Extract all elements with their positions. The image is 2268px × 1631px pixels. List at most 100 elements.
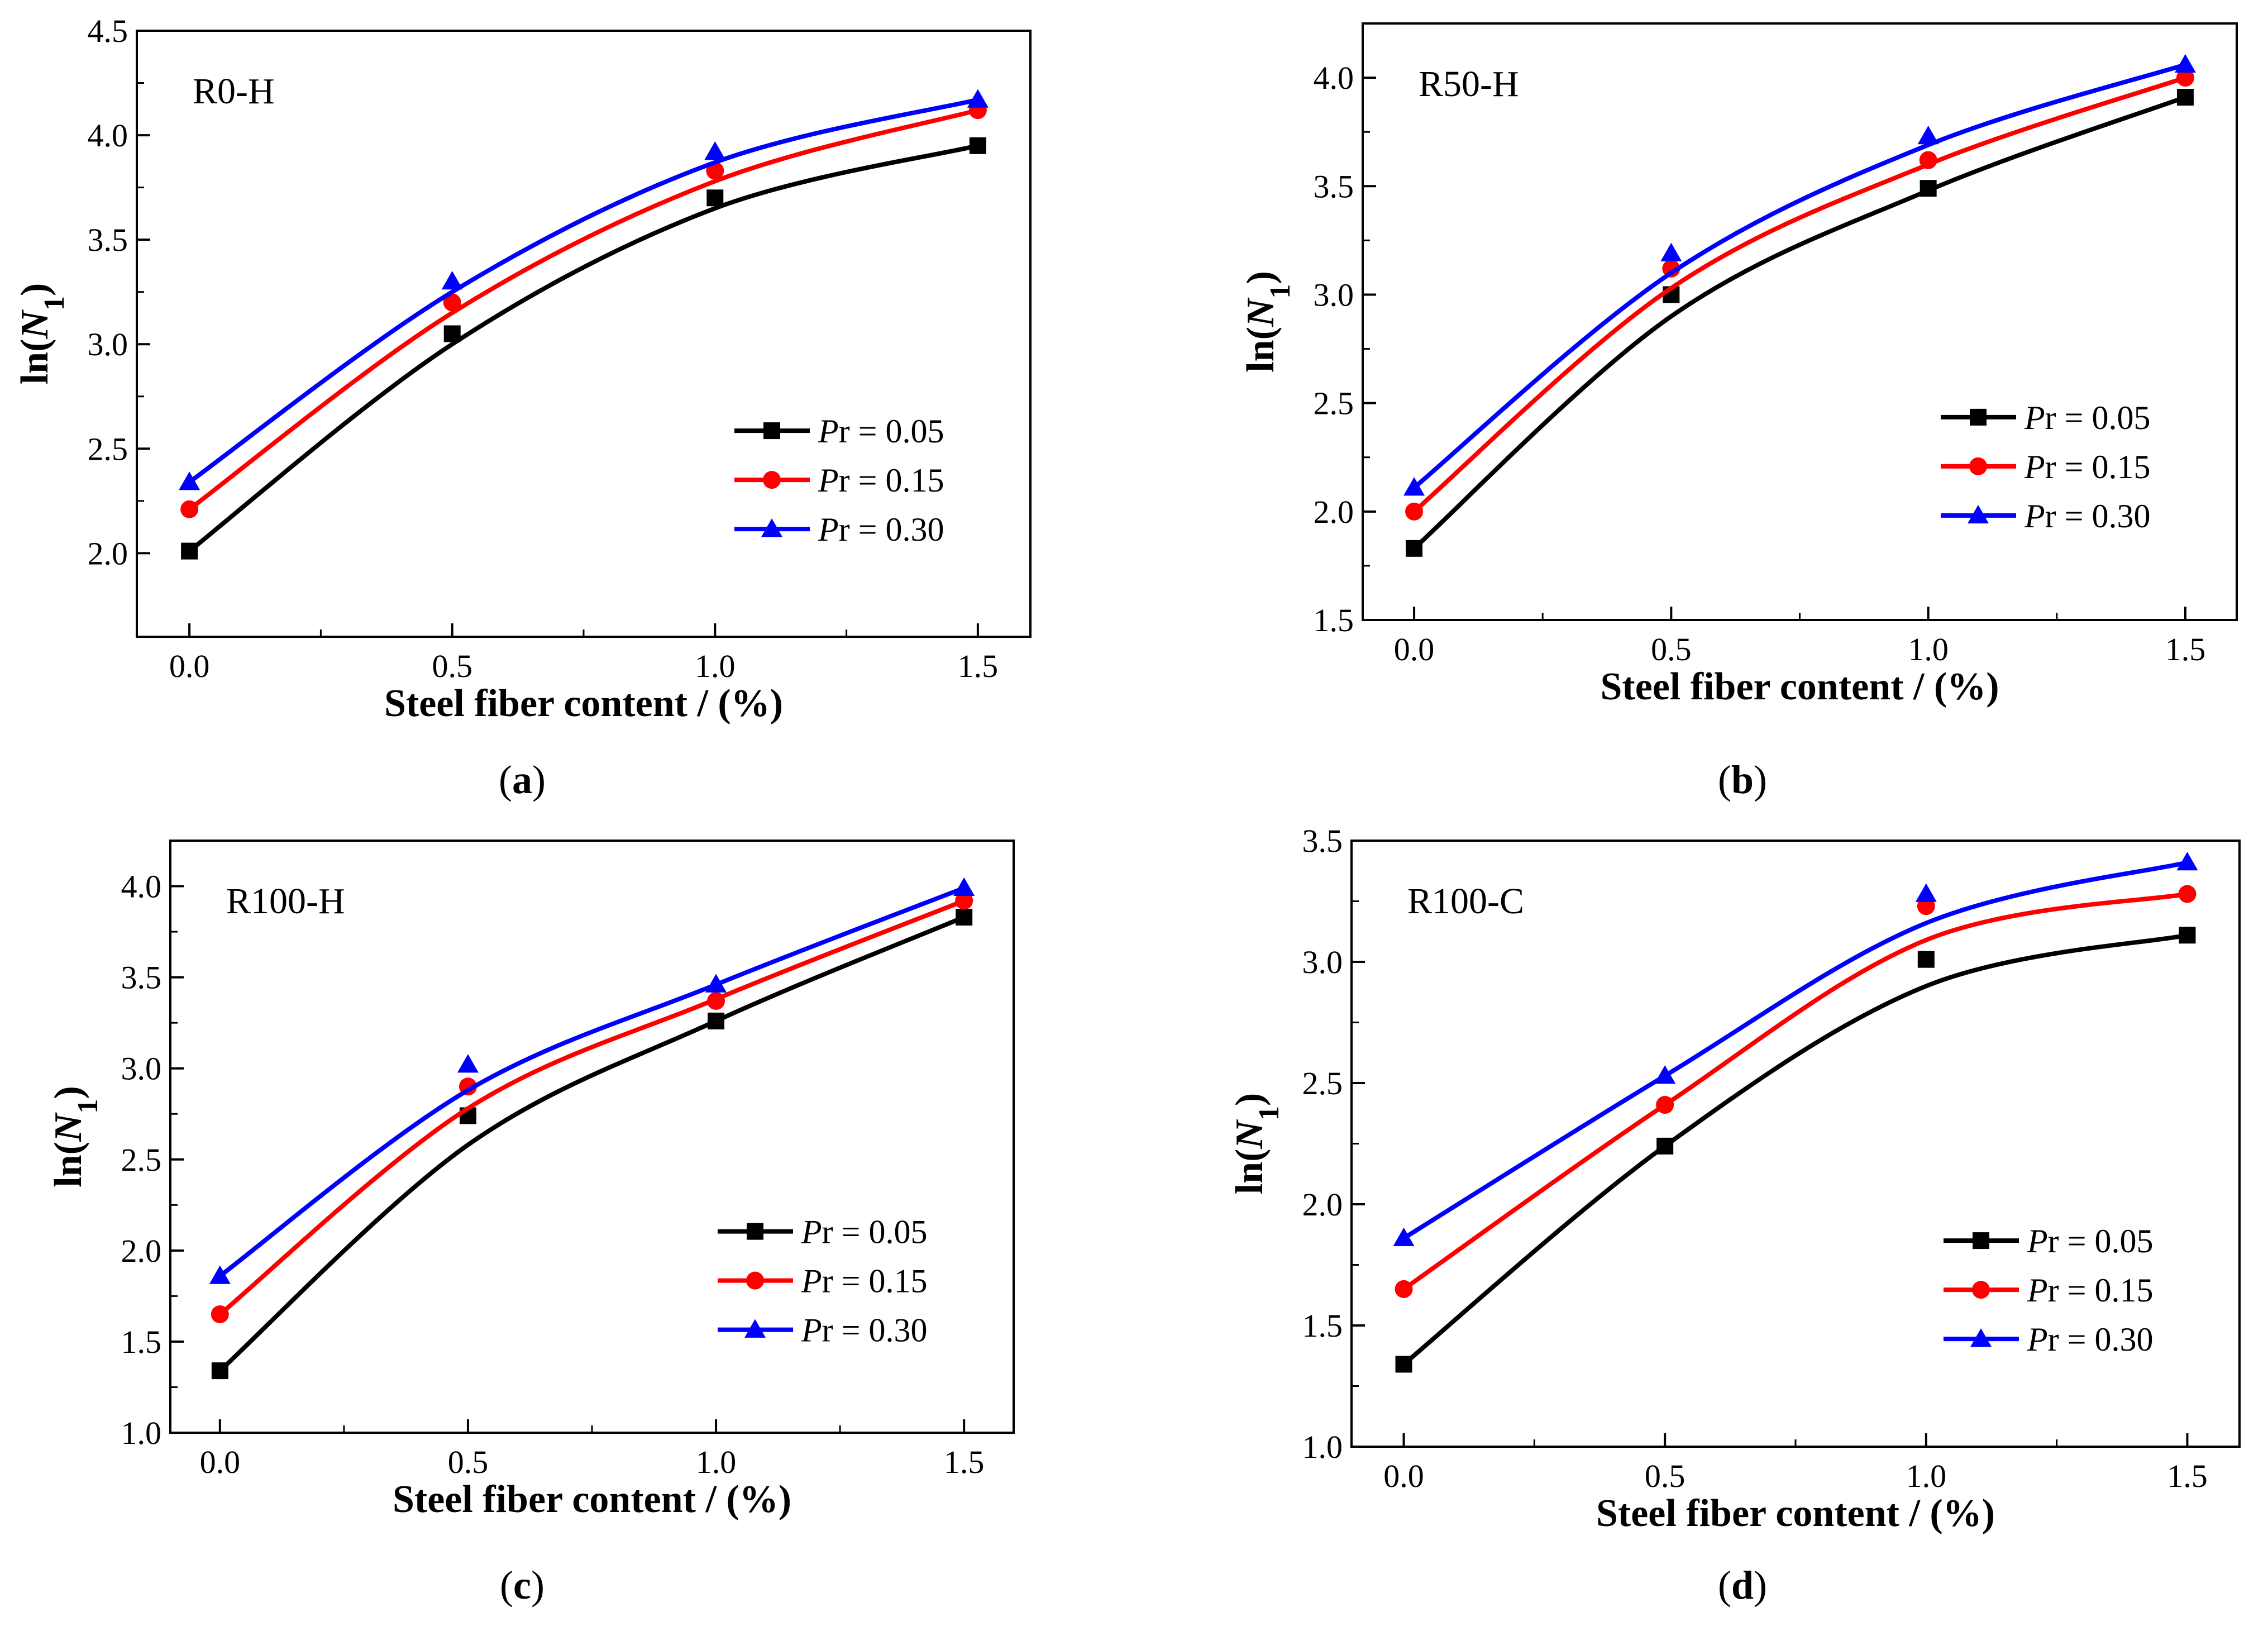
legend-symbol: P <box>2024 498 2045 535</box>
x-tick-label: 0.0 <box>1383 1458 1424 1494</box>
y-axis-label-close: ) <box>1228 1093 1271 1106</box>
y-tick-label: 4.0 <box>88 117 128 154</box>
data-point <box>457 1054 479 1073</box>
legend-sub: r <box>2048 1272 2059 1309</box>
x-tick-label: 0.0 <box>200 1444 241 1480</box>
legend-value: = 0.15 <box>2056 449 2151 485</box>
legend-entry: Pr = 0.15 <box>1941 449 2150 485</box>
legend-sub: r <box>2048 1223 2059 1260</box>
y-tick-label: 2.0 <box>1302 1186 1343 1223</box>
data-point <box>1917 951 1935 968</box>
y-axis-label-var: N <box>47 1112 90 1142</box>
y-tick-label: 3.0 <box>1302 944 1343 980</box>
y-tick-label: 3.5 <box>121 960 162 996</box>
data-point <box>1395 1280 1413 1298</box>
data-point <box>1920 180 1937 197</box>
panel-caption: (d) <box>1718 1563 1767 1608</box>
legend-marker <box>747 1223 763 1240</box>
y-tick-label: 4.0 <box>121 869 162 905</box>
fit-curve-2 <box>1401 860 2190 1241</box>
y-axis-label-close: ) <box>1239 271 1282 284</box>
data-point <box>443 293 461 312</box>
y-axis-label-main: ln( <box>47 1142 90 1188</box>
data-point <box>2176 89 2194 106</box>
x-tick-label: 1.5 <box>958 648 999 684</box>
caption-close: ) <box>1754 757 1767 802</box>
legend-value: = 0.05 <box>833 1214 928 1251</box>
legend-marker <box>746 1271 764 1290</box>
x-tick-label: 1.0 <box>1908 631 1949 667</box>
data-point <box>967 89 989 108</box>
x-axis-label: Steel fiber content / (%) <box>1596 1492 1995 1535</box>
legend-value: = 0.30 <box>2059 1321 2154 1358</box>
legend-marker <box>763 471 781 489</box>
caption-close: ) <box>1754 1563 1767 1608</box>
x-tick-label: 0.5 <box>1651 631 1692 667</box>
y-tick-label: 2.0 <box>1314 494 1354 530</box>
data-point <box>1406 540 1423 557</box>
caption-open: ( <box>1718 1563 1731 1608</box>
legend-label: Pr = 0.30 <box>801 1312 927 1349</box>
x-tick-label: 0.5 <box>1645 1458 1686 1494</box>
legend-sub: r <box>822 1263 833 1300</box>
y-tick-label: 3.0 <box>1314 276 1354 313</box>
data-point <box>179 471 200 490</box>
y-axis-label-sub: 1 <box>39 296 70 311</box>
legend-entry: Pr = 0.30 <box>1944 1321 2153 1358</box>
x-axis-label: Steel fiber content / (%) <box>393 1478 791 1521</box>
legend-marker <box>1970 1328 1992 1347</box>
data-point <box>707 992 725 1010</box>
legend-symbol: P <box>801 1263 822 1300</box>
legend-value: = 0.30 <box>850 511 944 548</box>
x-tick-label: 1.5 <box>2165 631 2206 667</box>
x-tick-label: 1.0 <box>696 1444 737 1480</box>
y-tick-label: 3.0 <box>121 1051 162 1087</box>
legend-sub: r <box>2045 498 2056 535</box>
panel-b: 0.0 0.5 1.0 1.5 1.5 2.0 2.5 3.0 3.5 4.0 Steel fibe… <box>1239 22 2238 802</box>
legend-symbol: P <box>818 413 839 450</box>
legend-sub: r <box>822 1312 833 1349</box>
data-point <box>443 325 461 342</box>
data-point <box>953 877 975 896</box>
data-point <box>2178 885 2197 903</box>
y-tick-label: 1.5 <box>1314 602 1354 638</box>
legend-value: = 0.15 <box>850 462 944 499</box>
legend-symbol: P <box>2027 1223 2048 1260</box>
fit-curve-0 <box>1401 933 2190 1367</box>
legend-label: Pr = 0.30 <box>818 511 944 548</box>
legend-marker <box>763 422 780 440</box>
legend-value: = 0.30 <box>2056 498 2151 535</box>
fit-curve-2 <box>187 97 980 485</box>
y-tick-label: 1.0 <box>121 1415 162 1451</box>
caption-letter: a <box>512 757 532 802</box>
panel-label: R0-H <box>193 71 275 112</box>
data-point <box>1405 502 1424 521</box>
caption-close: ) <box>531 1563 545 1608</box>
y-tick-label: 2.5 <box>88 431 128 467</box>
data-point <box>1403 477 1425 496</box>
fit-curve-0 <box>217 915 967 1374</box>
y-tick-label: 1.5 <box>121 1324 162 1360</box>
data-point <box>180 500 199 518</box>
y-axis-label-var: N <box>1239 297 1282 327</box>
y-axis-label-var: N <box>1228 1119 1271 1150</box>
caption-close: ) <box>532 757 546 802</box>
data-point <box>704 141 726 160</box>
caption-letter: b <box>1731 757 1754 802</box>
legend-label: Pr = 0.05 <box>801 1214 927 1251</box>
x-tick-label: 0.5 <box>432 648 472 684</box>
legend-label: Pr = 0.30 <box>2024 498 2150 535</box>
legend-value: = 0.05 <box>850 413 944 450</box>
caption-letter: d <box>1731 1563 1754 1608</box>
data-point <box>1654 1065 1676 1084</box>
fit-curve-1 <box>187 108 980 512</box>
x-tick-label: 0.0 <box>1394 631 1435 667</box>
caption-open: ( <box>1718 757 1731 802</box>
data-point <box>1919 151 1937 169</box>
legend-entry: Pr = 0.15 <box>1944 1272 2153 1309</box>
legend-sub: r <box>2045 449 2056 485</box>
legend-marker <box>761 518 782 537</box>
panel-c: 0.0 0.5 1.0 1.5 1.0 1.5 2.0 2.5 3.0 3.5 4.0 Steel f… <box>47 840 1015 1608</box>
y-tick-label: 2.5 <box>1314 385 1354 422</box>
